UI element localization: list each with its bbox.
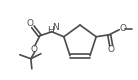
Text: O: O bbox=[26, 19, 33, 28]
Text: O: O bbox=[119, 24, 126, 33]
Text: O: O bbox=[31, 45, 38, 54]
Text: N: N bbox=[52, 23, 59, 32]
Text: H: H bbox=[47, 26, 54, 35]
Text: O: O bbox=[108, 45, 115, 54]
